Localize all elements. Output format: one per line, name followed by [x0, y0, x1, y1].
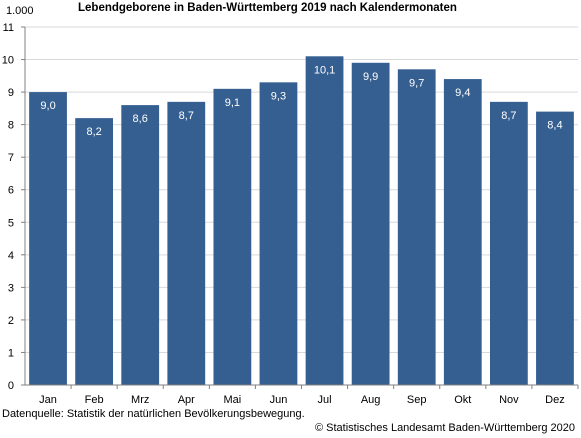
x-tick-label: Mai [224, 394, 242, 406]
x-tick-label: Okt [454, 394, 471, 406]
x-tick-label: Feb [85, 394, 104, 406]
y-tick-label: 0 [8, 380, 14, 392]
bar-okt [443, 79, 482, 385]
x-tick-label: Nov [499, 394, 519, 406]
y-tick-label: 11 [3, 22, 14, 34]
bar-sep [397, 69, 436, 386]
y-tick-label: 1 [8, 347, 14, 359]
bar-dez [536, 111, 574, 386]
bar-jun [259, 82, 298, 385]
x-tick-label: Jul [318, 394, 332, 406]
bar-apr [167, 101, 206, 385]
data-label: 9,1 [225, 97, 240, 109]
data-label: 9,4 [455, 87, 470, 99]
y-tick-label: 5 [8, 217, 14, 229]
bar-mrz [121, 105, 160, 385]
y-tick-label: 6 [8, 185, 14, 197]
data-label: 8,7 [501, 110, 516, 122]
y-tick-label: 4 [8, 250, 14, 262]
y-tick-label: 8 [8, 120, 14, 132]
x-tick-label: Mrz [131, 394, 149, 406]
y-tick-label: 9 [8, 87, 14, 99]
y-tick-label: 10 [2, 55, 14, 67]
bar-nov [489, 101, 528, 385]
x-tick-label: Jan [39, 394, 57, 406]
y-axis-unit-label: 1.000 [6, 5, 34, 17]
data-label: 9,9 [363, 71, 378, 83]
x-tick-label: Apr [178, 394, 195, 406]
data-label: 8,6 [133, 113, 148, 125]
y-tick-label: 2 [8, 315, 14, 327]
x-tick-label: Aug [361, 394, 381, 406]
bar-jan [29, 92, 67, 385]
data-label: 8,7 [179, 110, 194, 122]
data-label: 8,2 [86, 126, 101, 138]
data-label: 9,3 [271, 90, 286, 102]
x-tick-label: Jun [270, 394, 288, 406]
copyright-note: © Statistisches Landesamt Baden-Württemb… [314, 422, 575, 434]
bar-jul [305, 56, 344, 386]
x-tick-label: Dez [545, 394, 565, 406]
bar-feb [75, 118, 114, 386]
bar-aug [351, 62, 390, 386]
data-label: 8,4 [547, 120, 562, 132]
bar-mai [213, 88, 252, 385]
x-tick-label: Sep [407, 394, 427, 406]
data-label: 9,7 [409, 77, 424, 89]
y-tick-label: 7 [8, 152, 14, 164]
chart-title: Lebendgeborene in Baden-Württemberg 2019… [78, 2, 457, 14]
data-label: 9,0 [40, 100, 55, 112]
data-label: 10,1 [314, 64, 335, 76]
y-tick-label: 3 [8, 282, 14, 294]
data-source-note: Datenquelle: Statistik der natürlichen B… [2, 408, 305, 420]
